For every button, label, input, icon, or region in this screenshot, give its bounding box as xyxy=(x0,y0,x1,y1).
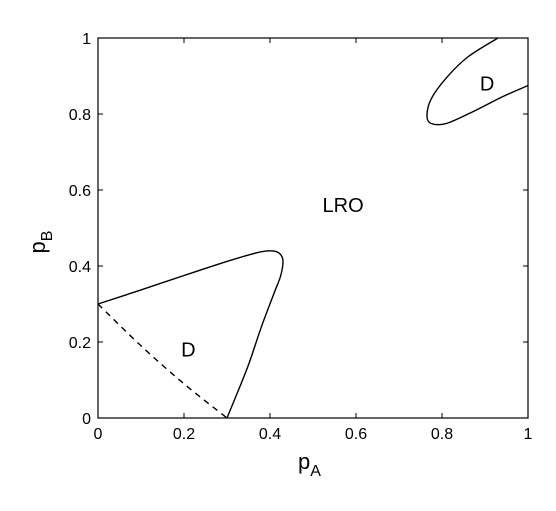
x-tick-label: 0.8 xyxy=(431,426,453,443)
region-label-1: D xyxy=(181,340,195,362)
region-label-2: LRO xyxy=(323,195,364,217)
y-tick-label: 0 xyxy=(82,411,91,428)
y-axis-label-sub: B xyxy=(39,231,56,242)
plot-frame xyxy=(97,37,529,419)
x-tick-label: 0.6 xyxy=(345,426,367,443)
x-tick-label: 0.4 xyxy=(259,426,281,443)
y-tick-label: 0.2 xyxy=(69,335,91,352)
series-line-1 xyxy=(97,250,284,419)
x-tick-label: 0.2 xyxy=(173,426,195,443)
y-axis-label-base: p xyxy=(25,241,50,253)
region-labels: D LRO D xyxy=(181,74,494,362)
x-tick-label: 1 xyxy=(524,426,533,443)
series-line-3 xyxy=(426,37,529,126)
y-axis-label: pB xyxy=(25,231,56,254)
y-tick-labels: 0 0.2 0.4 0.6 0.8 1 xyxy=(69,31,91,428)
y-tick-label: 1 xyxy=(82,31,91,48)
region-label-3: D xyxy=(480,74,494,96)
y-tick-label: 0.8 xyxy=(69,107,91,124)
series-line-2 xyxy=(97,303,228,419)
y-tick-label: 0.4 xyxy=(69,259,91,276)
x-axis-label-sub: A xyxy=(310,463,321,480)
x-tick-labels: 0 0.2 0.4 0.6 0.8 1 xyxy=(94,426,533,443)
x-axis-label-base: p xyxy=(298,449,310,474)
y-tick-label: 0.6 xyxy=(69,183,91,200)
x-tick-label: 0 xyxy=(94,426,103,443)
tick-marks xyxy=(97,37,529,419)
series-layer xyxy=(97,37,529,419)
x-axis-label: pA xyxy=(298,449,321,480)
